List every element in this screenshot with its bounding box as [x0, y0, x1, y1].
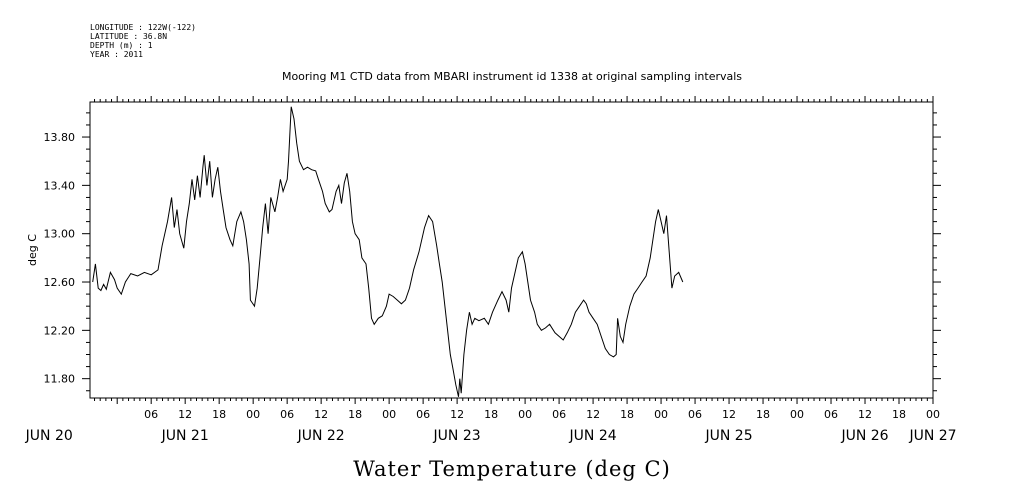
- x-tick-label: 18: [348, 408, 362, 421]
- day-label: JUN 25: [704, 428, 752, 444]
- x-tick-label: 06: [416, 408, 430, 421]
- x-tick-label: 00: [926, 408, 940, 421]
- x-axis-label: Water Temperature (deg C): [353, 457, 671, 481]
- x-tick-label: 06: [824, 408, 838, 421]
- chart-title: Mooring M1 CTD data from MBARI instrumen…: [282, 70, 742, 83]
- day-labels: JUN 20 JUN 21 JUN 22 JUN 23 JUN 24 JUN 25 JUN …: [25, 428, 957, 444]
- x-tick-label: 12: [178, 408, 192, 421]
- day-label: JUN 26: [840, 428, 888, 444]
- plot-frame: [89, 101, 934, 399]
- y-tick-label: 13.40: [44, 179, 76, 192]
- x-tick-label: 06: [688, 408, 702, 421]
- x-tick-label: 00: [382, 408, 396, 421]
- x-tick-label: 18: [212, 408, 226, 421]
- day-label: JUN 21: [161, 428, 209, 444]
- x-tick-label: 00: [790, 408, 804, 421]
- header-line: YEAR : 2011: [90, 50, 143, 59]
- x-tick-label: 12: [722, 408, 736, 421]
- x-tick-label: 00: [654, 408, 668, 421]
- x-tick-label: 12: [450, 408, 464, 421]
- x-tick-label: 18: [892, 408, 906, 421]
- y-tick-label: 11.80: [44, 373, 76, 386]
- x-tick-label: 00: [246, 408, 260, 421]
- series-line: [92, 106, 684, 397]
- header-line: DEPTH (m) : 1: [90, 41, 153, 50]
- y-tick-labels: 13.80 13.40 13.00 12.60 12.20 11.80: [44, 131, 76, 386]
- day-label: JUN 20: [25, 428, 73, 444]
- y-axis-label: deg C: [26, 234, 39, 266]
- day-label: JUN 24: [569, 428, 617, 444]
- x-tick-label: 18: [620, 408, 634, 421]
- y-tick-label: 12.60: [44, 276, 76, 289]
- x-tick-label: 18: [484, 408, 498, 421]
- x-tick-label: 12: [314, 408, 328, 421]
- day-label: JUN 22: [297, 428, 345, 444]
- header-line: LONGITUDE : 122W(-122): [90, 23, 196, 32]
- day-label: JUN 27: [908, 428, 956, 444]
- x-tick-label: 12: [858, 408, 872, 421]
- header-block: LONGITUDE : 122W(-122) LATITUDE : 36.8N …: [90, 23, 196, 59]
- x-tick-label: 18: [756, 408, 770, 421]
- x-tick-label: 00: [518, 408, 532, 421]
- axis-ticks: [82, 96, 941, 404]
- y-tick-label: 13.00: [44, 228, 76, 241]
- day-label: JUN 23: [433, 428, 481, 444]
- x-tick-labels: 06 12 18 00 06 12 18 00 06 12 18 00 06 12 18 00 06 12 18 00…: [144, 408, 940, 421]
- header-line: LATITUDE : 36.8N: [90, 32, 167, 41]
- y-tick-label: 12.20: [44, 324, 76, 337]
- x-tick-label: 06: [144, 408, 158, 421]
- x-tick-label: 06: [280, 408, 294, 421]
- x-tick-label: 12: [586, 408, 600, 421]
- y-tick-label: 13.80: [44, 131, 76, 144]
- x-tick-label: 06: [552, 408, 566, 421]
